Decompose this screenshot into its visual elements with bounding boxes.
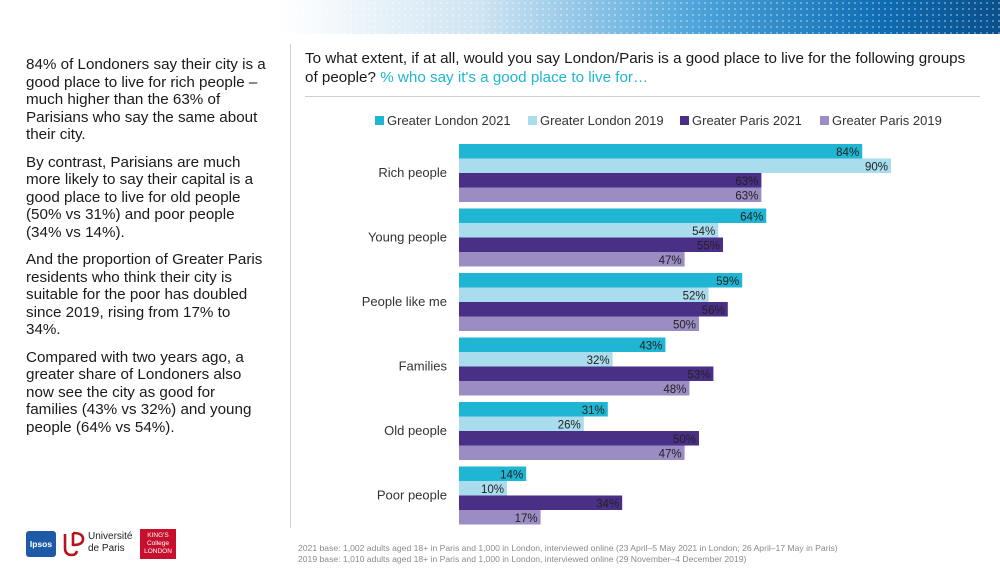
bar-old-people-greater-paris-2019	[459, 445, 685, 460]
kcl-line-2: College	[146, 540, 170, 547]
data-label-families-greater-london-2019: 32%	[587, 355, 610, 367]
summary-paragraph-1: 84% of Londoners say their city is a goo…	[26, 56, 266, 143]
footnote: 2021 base: 1,002 adults aged 18+ in Pari…	[298, 543, 998, 565]
bar-rich-people-greater-london-2019	[459, 158, 891, 173]
data-label-people-like-me-greater-paris-2021: 56%	[702, 305, 725, 317]
legend-label-greater-london-2021: Greater London 2021	[387, 113, 511, 128]
bar-families-greater-london-2021	[459, 337, 666, 352]
category-label-poor-people: Poor people	[377, 488, 447, 503]
legend-swatch-greater-london-2019	[528, 116, 537, 125]
data-label-old-people-greater-paris-2021: 50%	[673, 434, 696, 446]
header-banner	[0, 0, 1000, 34]
kcl-line-1: KING'S	[147, 532, 169, 539]
bar-people-like-me-greater-london-2019	[459, 287, 709, 302]
bar-poor-people-greater-paris-2021	[459, 495, 623, 510]
data-label-families-greater-paris-2021: 53%	[687, 370, 710, 382]
data-label-poor-people-greater-london-2019: 10%	[481, 484, 504, 496]
legend-label-greater-paris-2019: Greater Paris 2019	[832, 113, 942, 128]
data-label-rich-people-greater-paris-2019: 63%	[735, 191, 758, 203]
bar-poor-people-greater-paris-2019	[459, 510, 541, 525]
chart-bars	[459, 144, 891, 525]
summary-text: 84% of Londoners say their city is a goo…	[26, 56, 266, 446]
bar-families-greater-paris-2019	[459, 381, 690, 396]
question-rule	[305, 96, 980, 97]
bar-poor-people-greater-london-2019	[459, 481, 507, 496]
bar-rich-people-greater-paris-2019	[459, 187, 762, 202]
universite-de-paris-logo: Université de Paris	[88, 531, 132, 554]
universite-de-paris-mark	[63, 531, 85, 557]
universite-line-1: Université	[88, 531, 133, 542]
category-label-families: Families	[399, 359, 448, 374]
kings-college-london-logo: KING'S College LONDON	[140, 529, 176, 559]
legend-swatch-greater-london-2021	[375, 116, 384, 125]
data-label-people-like-me-greater-london-2021: 59%	[716, 276, 739, 288]
bar-young-people-greater-paris-2021	[459, 237, 723, 252]
question-text: To what extent, if at all, would you say…	[305, 50, 966, 86]
bar-people-like-me-greater-london-2021	[459, 273, 743, 288]
bar-old-people-greater-london-2019	[459, 416, 584, 431]
data-label-people-like-me-greater-paris-2019: 50%	[673, 320, 696, 332]
bar-rich-people-greater-paris-2021	[459, 173, 762, 188]
bar-old-people-greater-paris-2021	[459, 431, 699, 446]
data-label-poor-people-greater-paris-2021: 34%	[596, 499, 619, 511]
data-label-poor-people-greater-london-2021: 14%	[500, 470, 523, 482]
ipsos-logo: Ipsos	[26, 531, 56, 557]
bar-families-greater-paris-2021	[459, 366, 714, 381]
legend-label-greater-paris-2021: Greater Paris 2021	[692, 113, 802, 128]
data-label-people-like-me-greater-london-2019: 52%	[683, 291, 706, 303]
column-divider	[290, 44, 291, 528]
category-labels: Rich people Young people People like me Fam…	[362, 165, 448, 503]
legend-swatch-greater-paris-2019	[820, 116, 829, 125]
bar-old-people-greater-london-2021	[459, 402, 608, 417]
category-label-people-like-me: People like me	[362, 294, 447, 309]
bar-young-people-greater-paris-2019	[459, 252, 685, 267]
bar-young-people-greater-london-2019	[459, 223, 719, 238]
footnote-line-1: 2021 base: 1,002 adults aged 18+ in Pari…	[298, 543, 838, 553]
data-label-young-people-greater-london-2021: 64%	[740, 212, 763, 224]
bar-people-like-me-greater-paris-2021	[459, 302, 728, 317]
bar-families-greater-london-2019	[459, 352, 613, 367]
kcl-line-3: LONDON	[144, 548, 172, 555]
data-label-rich-people-greater-paris-2021: 63%	[735, 176, 758, 188]
bar-people-like-me-greater-paris-2019	[459, 316, 699, 331]
logos: Ipsos Université de Paris KING'S College…	[22, 527, 262, 561]
data-label-rich-people-greater-london-2019: 90%	[865, 162, 888, 174]
data-label-families-greater-paris-2019: 48%	[663, 384, 686, 396]
category-label-young-people: Young people	[368, 230, 447, 245]
data-label-young-people-greater-paris-2021: 55%	[697, 241, 720, 253]
data-label-old-people-greater-london-2019: 26%	[558, 420, 581, 432]
summary-paragraph-3: And the proportion of Greater Paris resi…	[26, 251, 263, 338]
data-label-young-people-greater-paris-2019: 47%	[659, 255, 682, 267]
legend-swatch-greater-paris-2021	[680, 116, 689, 125]
footnote-line-2: 2019 base: 1,010 adults aged 18+ in Pari…	[298, 554, 747, 564]
universite-line-2: de Paris	[88, 542, 125, 554]
data-label-rich-people-greater-london-2021: 84%	[836, 147, 859, 159]
data-label-old-people-greater-paris-2019: 47%	[659, 449, 682, 461]
category-label-rich-people: Rich people	[378, 165, 447, 180]
bar-rich-people-greater-london-2021	[459, 144, 863, 159]
data-label-families-greater-london-2021: 43%	[639, 341, 662, 353]
bar-poor-people-greater-london-2021	[459, 466, 527, 481]
data-label-young-people-greater-london-2019: 54%	[692, 226, 715, 238]
legend-label-greater-london-2019: Greater London 2019	[540, 113, 664, 128]
data-label-poor-people-greater-paris-2019: 17%	[515, 513, 538, 525]
category-label-old-people: Old people	[384, 423, 447, 438]
chart-question: To what extent, if at all, would you say…	[305, 50, 975, 87]
chart-legend: Greater London 2021 Greater London 2019 Gr…	[375, 113, 942, 128]
summary-paragraph-4: Compared with two years ago, a greater s…	[26, 348, 252, 436]
header-banner-pattern	[0, 0, 1000, 34]
question-highlight: % who say it's a good place to live for…	[380, 68, 649, 86]
data-labels: 84% 90% 63% 63% 64% 54% 55% 47% 59% 52% 56% 50% 43% 3…	[481, 147, 888, 525]
data-label-old-people-greater-london-2021: 31%	[582, 405, 605, 417]
bar-young-people-greater-london-2021	[459, 208, 767, 223]
summary-paragraph-2: By contrast, Parisians are much more lik…	[26, 153, 254, 241]
